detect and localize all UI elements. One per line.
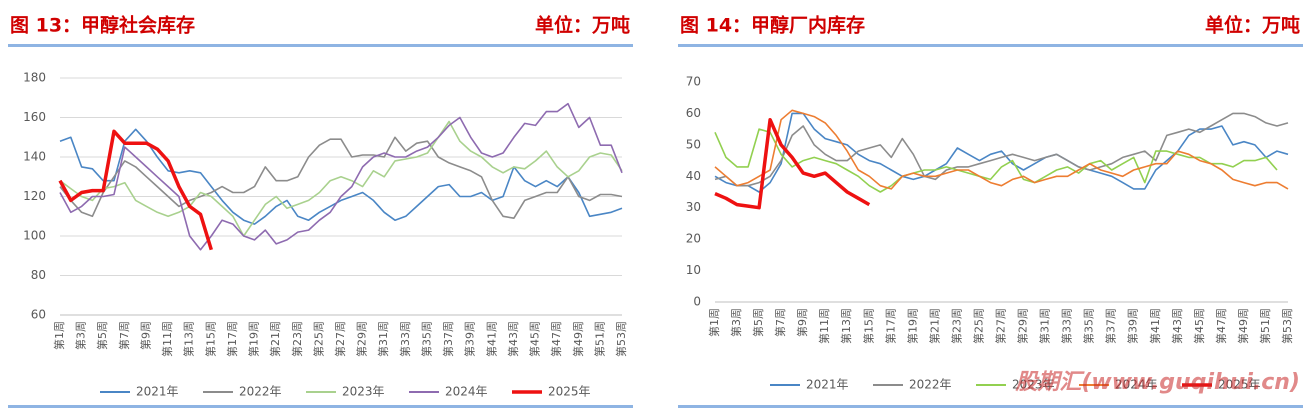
header-rule — [678, 44, 1303, 47]
unit-label: 单位：万吨 — [1205, 14, 1300, 37]
y-tick-label: 100 — [23, 229, 46, 243]
x-tick-label: 第17周 — [883, 308, 897, 344]
legend-label: 2021年 — [806, 378, 849, 392]
x-tick-label: 第45周 — [528, 321, 542, 357]
y-tick-label: 180 — [23, 71, 46, 85]
x-tick-label: 第25周 — [971, 308, 985, 344]
x-tick-label: 第41周 — [1148, 308, 1162, 344]
watermark: 股期汇(www.guqihui.cn) — [1014, 370, 1300, 395]
footer-rule — [678, 405, 1303, 408]
chart-title: 图 14：甲醇厂内库存 — [680, 14, 865, 37]
y-tick-label: 50 — [686, 137, 701, 151]
x-tick-label: 第9周 — [138, 321, 152, 350]
series-line — [59, 120, 623, 237]
y-tick-label: 60 — [31, 308, 46, 322]
legend-label: 2022年 — [909, 378, 952, 392]
x-tick-label: 第31周 — [1038, 308, 1052, 344]
x-tick-label: 第43周 — [1170, 308, 1184, 344]
x-tick-label: 第25周 — [311, 321, 325, 357]
x-tick-label: 第7周 — [117, 321, 131, 350]
x-tick-label: 第39周 — [1126, 308, 1140, 344]
series-line — [714, 112, 1289, 193]
series-line — [714, 109, 1289, 190]
x-tick-label: 第19周 — [905, 308, 919, 344]
x-tick-label: 第13周 — [839, 308, 853, 344]
x-tick-label: 第53周 — [614, 321, 628, 357]
unit-label: 单位：万吨 — [535, 14, 630, 37]
legend-label: 2025年 — [1218, 378, 1261, 392]
footer-rule — [8, 405, 633, 408]
x-tick-label: 第3周 — [729, 308, 743, 337]
x-tick-label: 第17周 — [225, 321, 239, 357]
x-tick-label: 第41周 — [484, 321, 498, 357]
x-tick-label: 第19周 — [247, 321, 261, 357]
x-tick-label: 第51周 — [1258, 308, 1272, 344]
series-line — [58, 129, 213, 251]
x-tick-label: 第27周 — [333, 321, 347, 357]
x-tick-label: 第53周 — [1280, 308, 1294, 344]
x-tick-label: 第1周 — [707, 308, 721, 337]
x-tick-label: 第23周 — [290, 321, 304, 357]
series-line — [59, 136, 623, 219]
x-tick-label: 第11周 — [160, 321, 174, 357]
x-tick-label: 第27周 — [994, 308, 1008, 344]
x-tick-label: 第49周 — [571, 321, 585, 357]
x-tick-label: 第7周 — [773, 308, 787, 337]
series-line — [59, 128, 623, 225]
x-tick-label: 第37周 — [441, 321, 455, 357]
x-tick-label: 第29周 — [355, 321, 369, 357]
x-tick-label: 第11周 — [817, 308, 831, 344]
series-line — [714, 128, 1278, 193]
x-tick-label: 第29周 — [1016, 308, 1030, 344]
x-tick-label: 第51周 — [592, 321, 606, 357]
x-tick-label: 第37周 — [1104, 308, 1118, 344]
x-tick-label: 第5周 — [751, 308, 765, 337]
x-tick-label: 第1周 — [52, 321, 66, 350]
x-tick-label: 第43周 — [506, 321, 520, 357]
x-tick-label: 第3周 — [74, 321, 88, 350]
x-tick-label: 第33周 — [398, 321, 412, 357]
series-line — [714, 117, 871, 210]
x-tick-label: 第33周 — [1060, 308, 1074, 344]
y-tick-label: 20 — [686, 232, 701, 246]
y-tick-label: 40 — [686, 169, 701, 183]
legend-label: 2024年 — [445, 385, 488, 399]
y-tick-label: 10 — [686, 263, 701, 277]
x-tick-label: 第35周 — [419, 321, 433, 357]
x-tick-label: 第47周 — [549, 321, 563, 357]
y-tick-label: 140 — [23, 150, 46, 164]
legend-label: 2024年 — [1115, 378, 1158, 392]
y-tick-label: 60 — [686, 106, 701, 120]
y-tick-label: 0 — [693, 295, 701, 309]
x-tick-label: 第23周 — [949, 308, 963, 344]
x-tick-label: 第49周 — [1236, 308, 1250, 344]
legend-label: 2022年 — [239, 385, 282, 399]
x-tick-label: 第9周 — [795, 308, 809, 337]
y-tick-label: 160 — [23, 110, 46, 124]
x-tick-label: 第47周 — [1214, 308, 1228, 344]
y-tick-label: 30 — [686, 200, 701, 214]
legend-label: 2025年 — [548, 385, 591, 399]
y-tick-label: 70 — [686, 75, 701, 89]
x-tick-label: 第15周 — [203, 321, 217, 357]
x-tick-label: 第45周 — [1192, 308, 1206, 344]
legend-label: 2023年 — [342, 385, 385, 399]
x-tick-label: 第15周 — [861, 308, 875, 344]
y-tick-label: 80 — [31, 268, 46, 282]
x-tick-label: 第21周 — [268, 321, 282, 357]
legend-label: 2023年 — [1012, 378, 1055, 392]
x-tick-label: 第21周 — [927, 308, 941, 344]
x-tick-label: 第13周 — [182, 321, 196, 357]
x-tick-label: 第35周 — [1082, 308, 1096, 344]
series-line — [59, 102, 623, 251]
x-tick-label: 第31周 — [376, 321, 390, 357]
y-tick-label: 120 — [23, 189, 46, 203]
chart-title: 图 13：甲醇社会库存 — [10, 14, 195, 37]
legend-label: 2021年 — [136, 385, 179, 399]
header-rule — [8, 44, 633, 47]
x-tick-label: 第5周 — [95, 321, 109, 350]
x-tick-label: 第39周 — [463, 321, 477, 357]
series-line — [714, 112, 1289, 187]
